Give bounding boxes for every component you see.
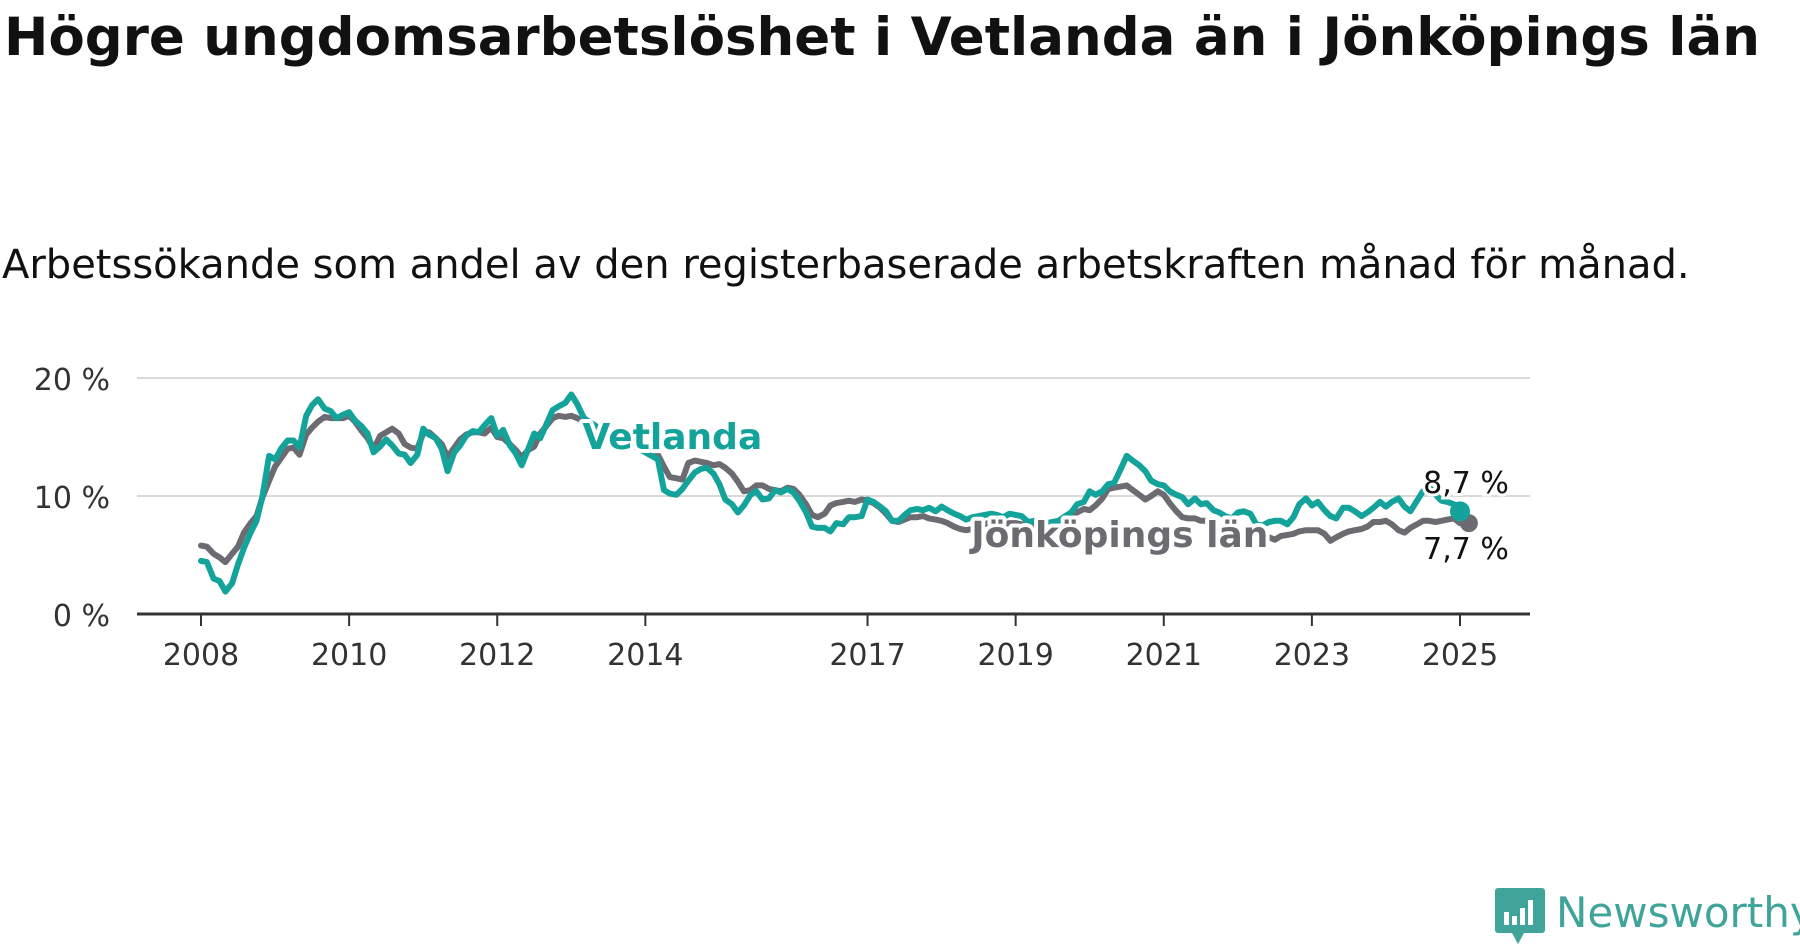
x-tick-label: 2010: [311, 638, 387, 673]
chart-title: Högre ungdomsarbetslöshet i Vetlanda än …: [4, 7, 1760, 68]
x-tick-label: 2012: [459, 638, 535, 673]
end-label-vetlanda: 8,7 %: [1423, 466, 1509, 501]
gridlines: [137, 377, 1530, 616]
newsworthy-logo-icon: [1495, 888, 1545, 944]
end-marker-vetlanda: [1450, 501, 1470, 522]
series-line-vetlanda: [198, 391, 1463, 595]
x-axis-ticks: 2008 2010 2012 2014 2017 2019 2021 2023 2025: [163, 614, 1498, 673]
y-tick-label: 10 %: [34, 481, 110, 516]
y-tick-label: 20 %: [34, 363, 110, 398]
end-label-jonkopings-lan: 7,7 %: [1423, 532, 1509, 567]
y-tick-label: 0 %: [53, 599, 110, 634]
series-line-jonkopings-lan: [198, 412, 1472, 566]
x-tick-label: 2017: [829, 638, 905, 673]
x-tick-label: 2008: [163, 638, 239, 673]
series-labels: 8,7 % 7,7 % Vetlanda Jönköpings län: [578, 413, 1511, 570]
y-axis-ticks: 0 % 10 % 20 %: [34, 363, 110, 634]
newsworthy-logo-text: Newsworthy: [1556, 888, 1800, 937]
x-tick-label: 2019: [977, 638, 1053, 673]
series-label-vetlanda: Vetlanda: [582, 417, 762, 458]
x-tick-label: 2023: [1274, 638, 1350, 673]
series-lines: [198, 391, 1478, 595]
x-tick-label: 2025: [1422, 638, 1498, 673]
x-tick-label: 2021: [1126, 638, 1202, 673]
newsworthy-logo: Newsworthy: [1494, 886, 1800, 948]
chart-subtitle: Arbetssökande som andel av den registerb…: [2, 242, 1690, 288]
series-label-jonkopings-lan: Jönköpings län: [968, 515, 1268, 556]
x-tick-label: 2014: [607, 638, 683, 673]
